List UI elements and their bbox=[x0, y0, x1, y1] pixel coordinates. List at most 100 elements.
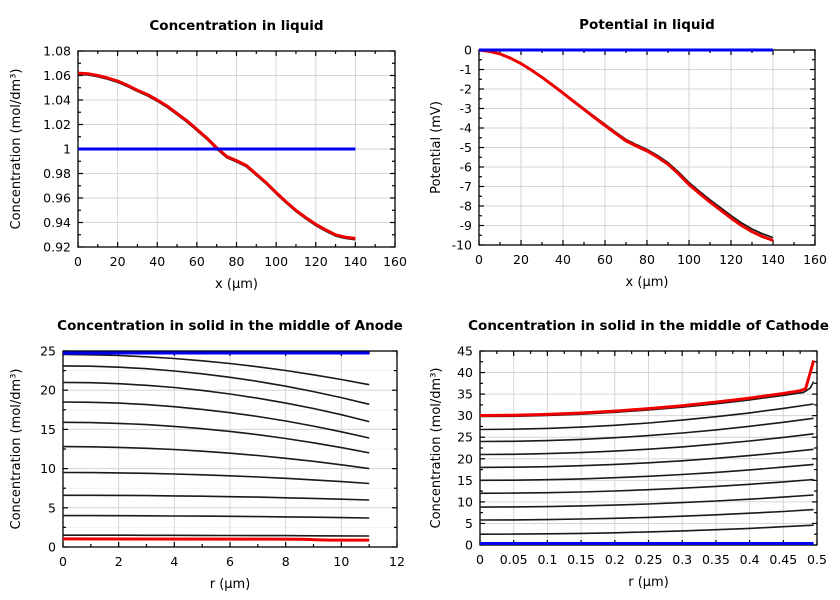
x-tick-label: 0 bbox=[475, 252, 483, 267]
y-axis-label: Potential (mV) bbox=[429, 101, 444, 194]
y-tick-label: 10 bbox=[457, 494, 473, 509]
series-time-2 bbox=[479, 403, 814, 431]
y-tick-label: 0.98 bbox=[43, 166, 71, 181]
x-tick-label: 0 bbox=[74, 254, 82, 269]
series-time-2 bbox=[62, 365, 370, 406]
x-tick-label: 80 bbox=[229, 254, 245, 269]
series-concentration-final bbox=[479, 360, 816, 417]
y-tick-label: 5 bbox=[48, 500, 56, 515]
y-tick-label: 15 bbox=[457, 473, 473, 488]
y-axis-label: Concentration (mol/dm³) bbox=[9, 369, 24, 530]
y-tick-label: 45 bbox=[457, 344, 473, 359]
y-tick-label: -8 bbox=[460, 199, 473, 214]
x-tick-label: 4 bbox=[170, 554, 178, 569]
x-tick-label: 0.3 bbox=[672, 552, 692, 567]
series-time-7 bbox=[479, 478, 814, 495]
series-time-6 bbox=[479, 463, 814, 482]
y-tick-label: 0 bbox=[465, 538, 473, 553]
series-time-5 bbox=[62, 421, 370, 454]
x-tick-label: 0 bbox=[476, 552, 484, 567]
x-tick-label: 0.25 bbox=[635, 552, 663, 567]
x-tick-label: 0.1 bbox=[537, 552, 557, 567]
x-tick-label: 12 bbox=[389, 554, 405, 569]
series-concentration-final bbox=[77, 71, 356, 240]
x-tick-label: 60 bbox=[597, 252, 613, 267]
x-tick-label: 20 bbox=[513, 252, 529, 267]
chart-title: Concentration in liquid bbox=[149, 18, 323, 34]
chart-title: Potential in liquid bbox=[579, 17, 715, 33]
x-tick-label: 40 bbox=[555, 252, 571, 267]
y-tick-label: -6 bbox=[460, 160, 473, 175]
y-tick-label: 30 bbox=[457, 408, 473, 423]
chart-cell-concentration-liquid: 0 20 40 60 80 100 120 140 160 0.92 0.94 0.96 0.98 1 1.… bbox=[0, 0, 420, 300]
x-axis-label: r (μm) bbox=[628, 575, 669, 590]
series-time-8 bbox=[479, 494, 814, 508]
series-time-9 bbox=[479, 508, 814, 521]
y-tick-label: 0.96 bbox=[43, 191, 71, 206]
y-tick-label: 0.92 bbox=[43, 240, 71, 255]
x-tick-label: 140 bbox=[343, 254, 367, 269]
series-time-9 bbox=[63, 514, 370, 519]
x-tick-label: 0 bbox=[59, 554, 67, 569]
x-tick-label: 100 bbox=[677, 252, 701, 267]
y-tick-label: 1.02 bbox=[43, 117, 71, 132]
y-axis-label: Concentration (mol/dm³) bbox=[9, 69, 24, 230]
x-tick-label: 140 bbox=[761, 252, 785, 267]
series-time-1 bbox=[62, 353, 370, 386]
x-tick-label: 6 bbox=[226, 554, 234, 569]
chart-title: Concentration in solid in the middle of … bbox=[468, 318, 829, 334]
y-tick-label: -1 bbox=[460, 62, 472, 77]
x-tick-label: 0.15 bbox=[567, 552, 595, 567]
y-tick-label: 1.06 bbox=[43, 68, 71, 83]
chart-concentration-in-liquid: 0 20 40 60 80 100 120 140 160 0.92 0.94 0.96 0.98 1 1.… bbox=[9, 18, 407, 292]
series-time-4 bbox=[479, 433, 814, 456]
x-axis-label: r (μm) bbox=[210, 577, 251, 592]
y-tick-label: 20 bbox=[457, 451, 473, 466]
series-time-4 bbox=[62, 401, 370, 439]
x-tick-label: 100 bbox=[264, 254, 288, 269]
x-tick-label: 120 bbox=[719, 252, 743, 267]
x-tick-label: 120 bbox=[304, 254, 328, 269]
x-tick-label: 0.5 bbox=[807, 552, 827, 567]
series-potential-final bbox=[478, 48, 774, 242]
x-axis-label: x (μm) bbox=[626, 275, 669, 290]
y-tick-label: 25 bbox=[457, 430, 473, 445]
y-tick-label: -4 bbox=[460, 121, 473, 136]
x-tick-label: 0.2 bbox=[605, 552, 625, 567]
y-tick-label: 20 bbox=[40, 383, 56, 398]
x-tick-label: 0.45 bbox=[769, 552, 797, 567]
series-time-10 bbox=[63, 534, 370, 537]
series-time-10 bbox=[479, 524, 814, 535]
series-reference-black bbox=[77, 73, 356, 241]
x-tick-label: 0.35 bbox=[702, 552, 730, 567]
x-tick-label: 160 bbox=[803, 252, 827, 267]
x-tick-label: 80 bbox=[639, 252, 655, 267]
series-reference-black bbox=[478, 49, 774, 239]
y-tick-label: 1.08 bbox=[43, 44, 71, 59]
x-axis-label: x (μm) bbox=[215, 277, 258, 292]
chart-potential-in-liquid: 0 20 40 60 80 100 120 140 160 0 -1 -2 -3 -4 -5 -6 -7 -8 -9… bbox=[429, 17, 827, 290]
chart-concentration-solid-cathode: 0 0.05 0.1 0.15 0.2 0.25 0.3 0.35 0.4 0.45 0.5 0 5 10… bbox=[429, 318, 829, 590]
x-tick-label: 2 bbox=[115, 554, 123, 569]
series-time-3 bbox=[62, 381, 370, 423]
y-tick-label: -5 bbox=[460, 140, 472, 155]
x-tick-label: 20 bbox=[110, 254, 126, 269]
series-time-5 bbox=[479, 448, 814, 469]
y-tick-label: -10 bbox=[452, 238, 472, 253]
y-tick-label: 40 bbox=[457, 365, 473, 380]
y-tick-label: 25 bbox=[40, 344, 56, 359]
y-tick-label: 0 bbox=[48, 540, 56, 555]
y-tick-label: -9 bbox=[460, 218, 473, 233]
series-time-8 bbox=[63, 494, 370, 501]
y-tick-label: 0 bbox=[464, 43, 472, 58]
x-tick-label: 0.05 bbox=[500, 552, 528, 567]
y-tick-label: 15 bbox=[40, 422, 56, 437]
y-axis-label: Concentration (mol/dm³) bbox=[429, 368, 444, 529]
y-tick-label: -3 bbox=[460, 101, 472, 116]
y-tick-label: 5 bbox=[465, 516, 473, 531]
y-tick-label: 35 bbox=[457, 387, 473, 402]
y-tick-label: 0.94 bbox=[43, 215, 71, 230]
series-concentration-final bbox=[62, 537, 370, 542]
